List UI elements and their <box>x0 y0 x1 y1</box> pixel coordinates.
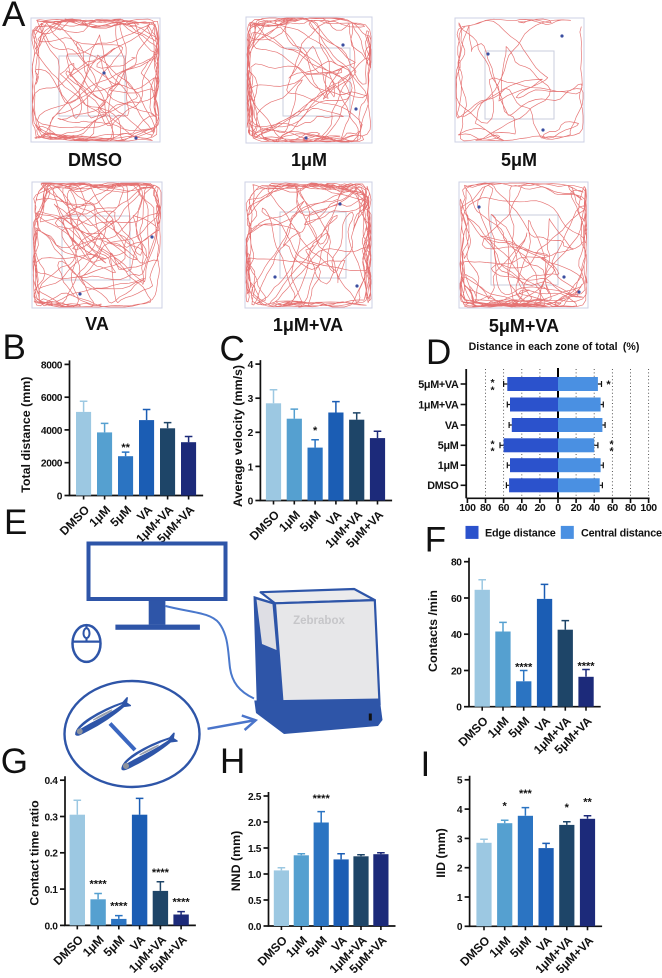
svg-text:80: 80 <box>625 502 636 514</box>
svg-text:Zebrabox: Zebrabox <box>293 615 345 627</box>
svg-text:5μM+VA: 5μM+VA <box>489 316 559 336</box>
svg-text:1: 1 <box>248 462 254 473</box>
svg-text:Edge distance: Edge distance <box>485 528 556 540</box>
svg-text:**: ** <box>121 442 130 454</box>
svg-text:*: * <box>490 377 495 389</box>
svg-text:3: 3 <box>457 834 463 845</box>
svg-text:E: E <box>4 503 27 542</box>
svg-text:****: **** <box>173 897 191 909</box>
svg-text:4000: 4000 <box>41 426 63 437</box>
svg-text:****: **** <box>313 793 331 805</box>
svg-text:I: I <box>421 745 431 784</box>
svg-text:0: 0 <box>457 922 463 933</box>
svg-text:Contact time ratio: Contact time ratio <box>28 800 42 906</box>
svg-text:1μM: 1μM <box>438 460 459 472</box>
svg-text:****: **** <box>515 662 533 674</box>
svg-text:Contacts /min: Contacts /min <box>426 590 440 672</box>
svg-text:*: * <box>490 439 495 451</box>
svg-text:80: 80 <box>480 502 491 514</box>
svg-text:***: *** <box>519 788 533 800</box>
svg-text:1.0: 1.0 <box>248 870 262 881</box>
svg-text:****: **** <box>577 661 595 673</box>
svg-text:2: 2 <box>248 428 254 439</box>
svg-text:5μM: 5μM <box>501 150 537 170</box>
svg-text:1μM+VA: 1μM+VA <box>273 315 343 335</box>
svg-text:100: 100 <box>459 502 476 514</box>
svg-text:0.3: 0.3 <box>45 812 59 823</box>
svg-text:IID (mm): IID (mm) <box>434 828 448 878</box>
svg-text:H: H <box>220 742 245 781</box>
svg-text:VA: VA <box>85 314 109 334</box>
svg-text:VA: VA <box>445 420 459 432</box>
svg-text:5μM: 5μM <box>438 440 459 452</box>
svg-text:0: 0 <box>555 502 561 514</box>
svg-text:60: 60 <box>498 502 509 514</box>
svg-text:6000: 6000 <box>41 393 63 404</box>
svg-text:4: 4 <box>457 805 463 816</box>
svg-text:F: F <box>425 520 446 559</box>
svg-text:Central distance: Central distance <box>581 528 662 540</box>
svg-text:40: 40 <box>451 630 462 641</box>
svg-text:Average velocity (mm/s): Average velocity (mm/s) <box>231 365 245 507</box>
svg-text:*: * <box>313 425 318 437</box>
svg-text:1μM+VA: 1μM+VA <box>418 399 459 411</box>
svg-text:1.5: 1.5 <box>248 844 262 855</box>
svg-text:0: 0 <box>248 496 254 507</box>
svg-text:2000: 2000 <box>41 459 63 470</box>
svg-text:0.0: 0.0 <box>248 922 262 933</box>
svg-text:*: * <box>606 379 611 391</box>
svg-text:NND (mm): NND (mm) <box>229 831 243 892</box>
svg-text:20: 20 <box>571 502 582 514</box>
svg-text:*: * <box>503 801 508 813</box>
svg-text:G: G <box>1 742 28 781</box>
svg-text:****: **** <box>90 879 108 891</box>
svg-text:20: 20 <box>451 666 462 677</box>
svg-text:*: * <box>609 439 614 451</box>
svg-text:8000: 8000 <box>41 360 63 371</box>
svg-text:5: 5 <box>457 776 463 787</box>
svg-text:80: 80 <box>451 558 462 569</box>
svg-text:20: 20 <box>534 502 545 514</box>
svg-text:B: B <box>3 328 26 367</box>
svg-text:2.0: 2.0 <box>248 818 262 829</box>
svg-text:0: 0 <box>456 703 462 714</box>
svg-text:0.4: 0.4 <box>45 776 59 787</box>
svg-text:0.2: 0.2 <box>45 849 59 860</box>
svg-text:100: 100 <box>640 502 657 514</box>
svg-text:1: 1 <box>457 893 463 904</box>
svg-text:1μM: 1μM <box>291 150 327 170</box>
svg-text:2.5: 2.5 <box>248 792 262 803</box>
svg-text:0.1: 0.1 <box>45 885 59 896</box>
svg-text:0.5: 0.5 <box>248 896 262 907</box>
svg-text:DMSO: DMSO <box>427 480 458 492</box>
svg-text:4: 4 <box>248 360 254 371</box>
svg-text:40: 40 <box>589 502 600 514</box>
svg-text:**: ** <box>583 796 592 808</box>
svg-text:60: 60 <box>451 594 462 605</box>
svg-text:D: D <box>426 333 451 372</box>
svg-text:DMSO: DMSO <box>68 150 122 170</box>
svg-text:A: A <box>2 0 26 34</box>
svg-text:*: * <box>490 384 495 396</box>
svg-text:60: 60 <box>607 502 618 514</box>
svg-text:*: * <box>490 446 495 458</box>
svg-text:2: 2 <box>457 864 463 875</box>
svg-text:****: **** <box>152 867 170 879</box>
svg-text:5μM+VA: 5μM+VA <box>418 379 459 391</box>
svg-text:3: 3 <box>248 394 254 405</box>
svg-text:40: 40 <box>516 502 527 514</box>
svg-text:Distance in each zone of total: Distance in each zone of total (%) <box>469 341 640 353</box>
svg-text:0: 0 <box>57 491 63 502</box>
svg-text:*: * <box>565 802 570 814</box>
svg-text:0.0: 0.0 <box>45 921 59 932</box>
svg-text:Total distance (mm): Total distance (mm) <box>19 377 33 493</box>
svg-text:*: * <box>609 446 614 458</box>
svg-text:****: **** <box>110 901 128 913</box>
svg-text:C: C <box>220 330 245 369</box>
